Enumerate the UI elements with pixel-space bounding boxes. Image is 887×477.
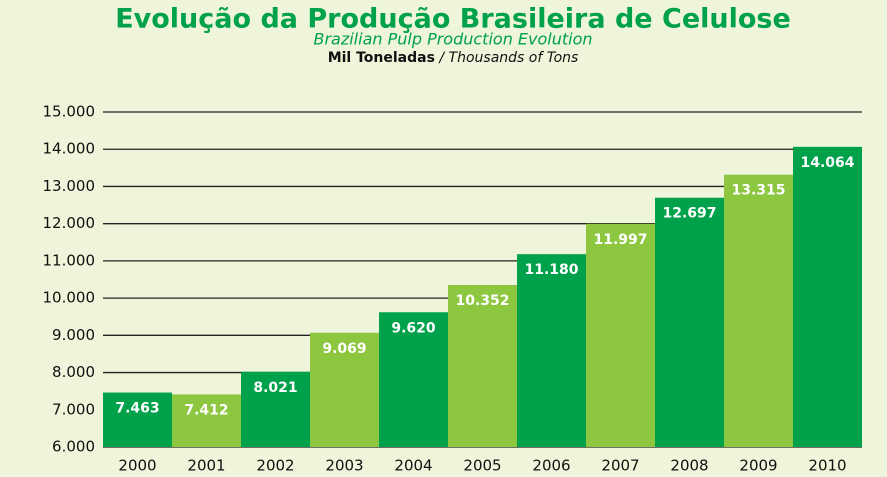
x-tick-label: 2009 xyxy=(739,457,777,475)
chart-title: Evolução da Produção Brasileira de Celul… xyxy=(115,4,791,35)
value-label: 7.463 xyxy=(115,401,159,417)
value-label: 14.064 xyxy=(800,155,854,171)
y-tick-label: 12.000 xyxy=(43,214,96,232)
y-tick-label: 6.000 xyxy=(52,438,95,456)
bar xyxy=(172,394,241,447)
y-tick-label: 14.000 xyxy=(43,140,96,158)
value-label: 9.620 xyxy=(391,320,436,336)
x-tick-label: 2006 xyxy=(532,457,570,475)
chart-subtitle: Brazilian Pulp Production Evolution xyxy=(313,30,592,49)
y-tick-label: 9.000 xyxy=(52,326,95,344)
y-tick-label: 10.000 xyxy=(43,289,96,307)
value-label: 9.069 xyxy=(322,341,366,357)
bar xyxy=(241,371,310,447)
x-tick-label: 2010 xyxy=(808,457,846,475)
bar xyxy=(103,392,172,447)
y-tick-label: 13.000 xyxy=(43,177,96,195)
value-label: 8.021 xyxy=(253,380,297,396)
x-tick-label: 2001 xyxy=(187,457,225,475)
bar xyxy=(793,146,862,447)
bar xyxy=(655,197,724,447)
y-tick-label: 7.000 xyxy=(52,400,95,418)
bar xyxy=(724,174,793,447)
x-tick-label: 2004 xyxy=(394,457,432,475)
y-tick-label: 15.000 xyxy=(43,103,96,121)
bar xyxy=(310,332,379,447)
value-label: 10.352 xyxy=(455,293,509,309)
y-tick-label: 8.000 xyxy=(52,363,95,381)
value-label: 13.315 xyxy=(731,183,785,199)
x-tick-label: 2008 xyxy=(670,457,708,475)
value-label: 12.697 xyxy=(662,206,716,222)
y-tick-label: 11.000 xyxy=(43,251,96,269)
x-tick-label: 2007 xyxy=(601,457,639,475)
value-label: 7.412 xyxy=(184,402,228,418)
bar xyxy=(448,285,517,447)
unit-label-pt: Mil Toneladas xyxy=(328,50,435,66)
value-label: 11.997 xyxy=(593,232,647,248)
bar xyxy=(586,223,655,447)
x-tick-label: 2003 xyxy=(325,457,363,475)
bar xyxy=(379,312,448,447)
x-tick-label: 2005 xyxy=(463,457,501,475)
value-label: 11.180 xyxy=(524,262,578,278)
unit-label: Mil Toneladas / Thousands of Tons xyxy=(328,50,579,66)
bar xyxy=(517,254,586,447)
x-tick-label: 2000 xyxy=(118,457,156,475)
unit-label-en: / Thousands of Tons xyxy=(437,50,578,66)
x-tick-label: 2002 xyxy=(256,457,294,475)
